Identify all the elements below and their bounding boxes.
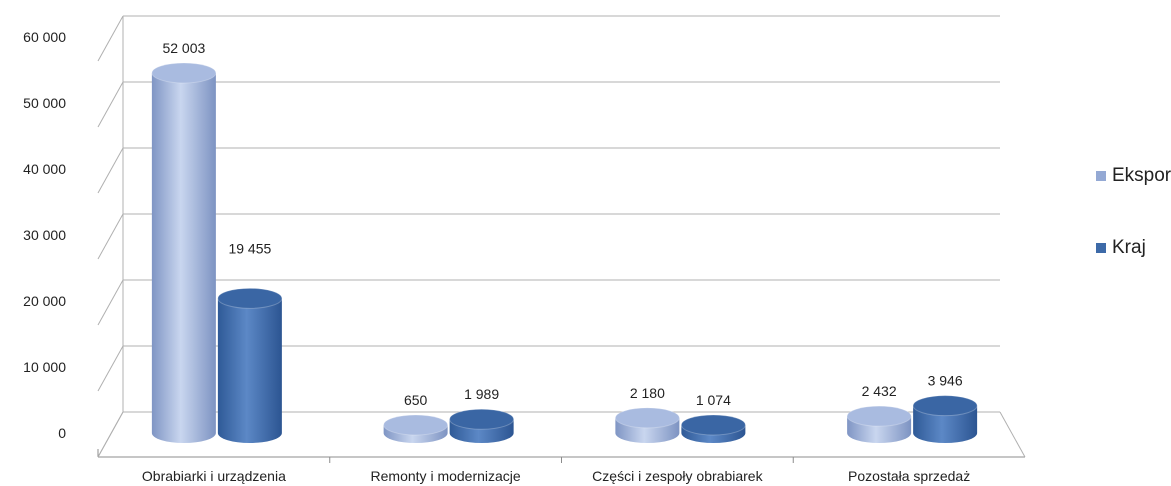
legend-swatch-kraj	[1096, 243, 1106, 253]
legend: Eksport Kraj	[1096, 162, 1171, 306]
gridline-depth	[97, 147, 124, 194]
data-label: 2 432	[862, 383, 897, 399]
bar-eksport	[614, 407, 680, 443]
bar-top	[151, 62, 217, 84]
data-label: 1 989	[464, 386, 499, 402]
x-category-label: Obrabiarki i urządzenia	[142, 468, 286, 484]
data-label: 650	[404, 392, 428, 408]
legend-item-eksport: Eksport	[1096, 162, 1171, 190]
y-tick-label: 0	[58, 425, 66, 441]
x-category-label: Pozostała sprzedaż	[848, 468, 970, 484]
gridline-depth	[97, 345, 124, 392]
bar-kraj	[912, 395, 978, 443]
data-label: 52 003	[162, 40, 205, 56]
data-label: 3 946	[928, 373, 963, 389]
bar-eksport	[151, 62, 217, 443]
legend-item-kraj: Kraj	[1096, 234, 1171, 262]
bar-eksport	[846, 405, 912, 443]
gridline-depth	[97, 15, 124, 62]
bar-body	[913, 405, 978, 443]
bar-body	[217, 298, 282, 443]
bar-kraj	[449, 408, 515, 443]
bar-body	[151, 73, 216, 443]
legend-swatch-eksport	[1096, 171, 1106, 181]
gridline-depth	[97, 213, 124, 260]
y-tick-label: 40 000	[23, 161, 66, 177]
bar-top	[614, 407, 680, 429]
bar-top	[217, 287, 283, 309]
bar-kraj	[217, 287, 283, 443]
bar-top	[449, 408, 515, 430]
floor-right-edge	[999, 411, 1026, 458]
bar-top	[846, 405, 912, 427]
y-tick-label: 60 000	[23, 29, 66, 45]
data-label: 2 180	[630, 385, 665, 401]
y-tick-label: 10 000	[23, 359, 66, 375]
y-tick-label: 20 000	[23, 293, 66, 309]
bar-kraj	[680, 414, 746, 443]
bars	[151, 62, 978, 443]
legend-label-eksport: Eksport	[1112, 165, 1171, 186]
data-label: 1 074	[696, 392, 731, 408]
y-tick-label: 50 000	[23, 95, 66, 111]
bar-top	[680, 414, 746, 436]
bar-eksport	[383, 414, 449, 443]
x-category-label: Remonty i modernizacje	[371, 468, 521, 484]
bar-top	[383, 414, 449, 436]
x-category-label: Części i zespoły obrabiarek	[592, 468, 763, 484]
data-label: 19 455	[228, 240, 271, 256]
y-tick-label: 30 000	[23, 227, 66, 243]
floor-left-edge	[97, 411, 124, 458]
gridline-depth	[97, 279, 124, 326]
labels: 0 10 000 20 000 30 000 40 000 50 000 60 000 Obr…	[23, 29, 970, 484]
legend-label-kraj: Kraj	[1112, 237, 1146, 258]
bar-top	[912, 395, 978, 417]
gridline-depth	[97, 81, 124, 128]
